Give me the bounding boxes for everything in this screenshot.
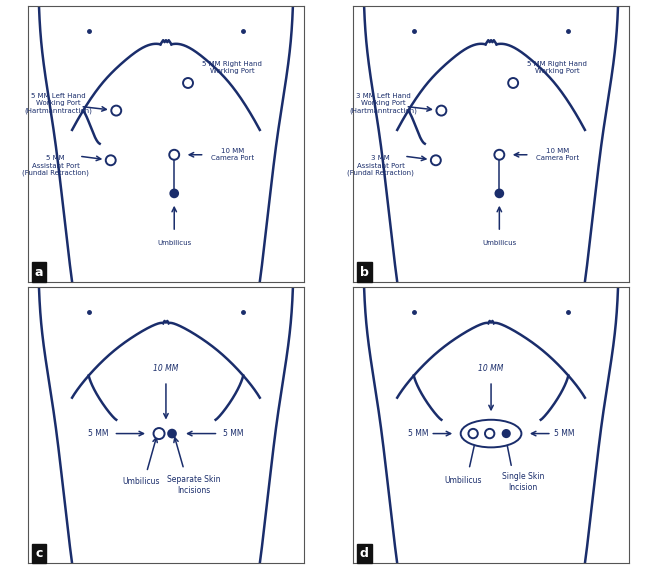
Circle shape [468,429,478,438]
Text: 10 MM: 10 MM [478,364,504,373]
Text: c: c [35,547,43,560]
Circle shape [111,106,122,116]
Text: Separate Skin
Incisions: Separate Skin Incisions [167,475,220,494]
Circle shape [508,78,518,88]
Text: Umbilicus: Umbilicus [157,240,191,246]
Circle shape [106,155,116,165]
Text: 10 MM
Camera Port: 10 MM Camera Port [535,148,579,162]
Text: Umbilicus: Umbilicus [482,240,516,246]
Circle shape [494,150,505,160]
Text: 5 MM: 5 MM [554,429,574,438]
Circle shape [168,430,176,438]
Circle shape [170,150,179,160]
Text: 5 MM Right Hand
Working Port: 5 MM Right Hand Working Port [528,61,587,75]
Text: d: d [359,547,369,560]
Text: 3 MM
Assistant Port
(Fundal Retraction): 3 MM Assistant Port (Fundal Retraction) [347,155,414,176]
Circle shape [495,189,503,197]
Text: Umbilicus: Umbilicus [445,476,482,485]
Text: 5 MM: 5 MM [407,429,428,438]
Text: 5 MM Right Hand
Working Port: 5 MM Right Hand Working Port [202,61,262,75]
Text: 10 MM
Camera Port: 10 MM Camera Port [211,148,254,162]
Text: a: a [35,266,43,279]
Text: Single Skin
Incision: Single Skin Incision [501,472,544,492]
Text: 5 MM: 5 MM [88,429,108,438]
Circle shape [436,106,446,116]
Text: b: b [359,266,369,279]
Text: 5 MM
Assistant Port
(Fundal Retraction): 5 MM Assistant Port (Fundal Retraction) [22,155,89,176]
Ellipse shape [461,420,522,447]
Text: Umbilicus: Umbilicus [122,477,160,486]
Circle shape [503,430,510,437]
Circle shape [154,428,164,439]
Text: 3 MM Left Hand
Working Port
(Hartmanntraction): 3 MM Left Hand Working Port (Hartmanntra… [350,93,417,114]
Text: 5 MM Left Hand
Working Port
(Hartmanntraction): 5 MM Left Hand Working Port (Hartmanntra… [24,93,92,114]
Circle shape [183,78,193,88]
Circle shape [485,429,494,438]
Circle shape [431,155,441,165]
Circle shape [170,189,178,197]
Text: 5 MM: 5 MM [223,429,244,438]
Text: 10 MM: 10 MM [153,364,179,373]
